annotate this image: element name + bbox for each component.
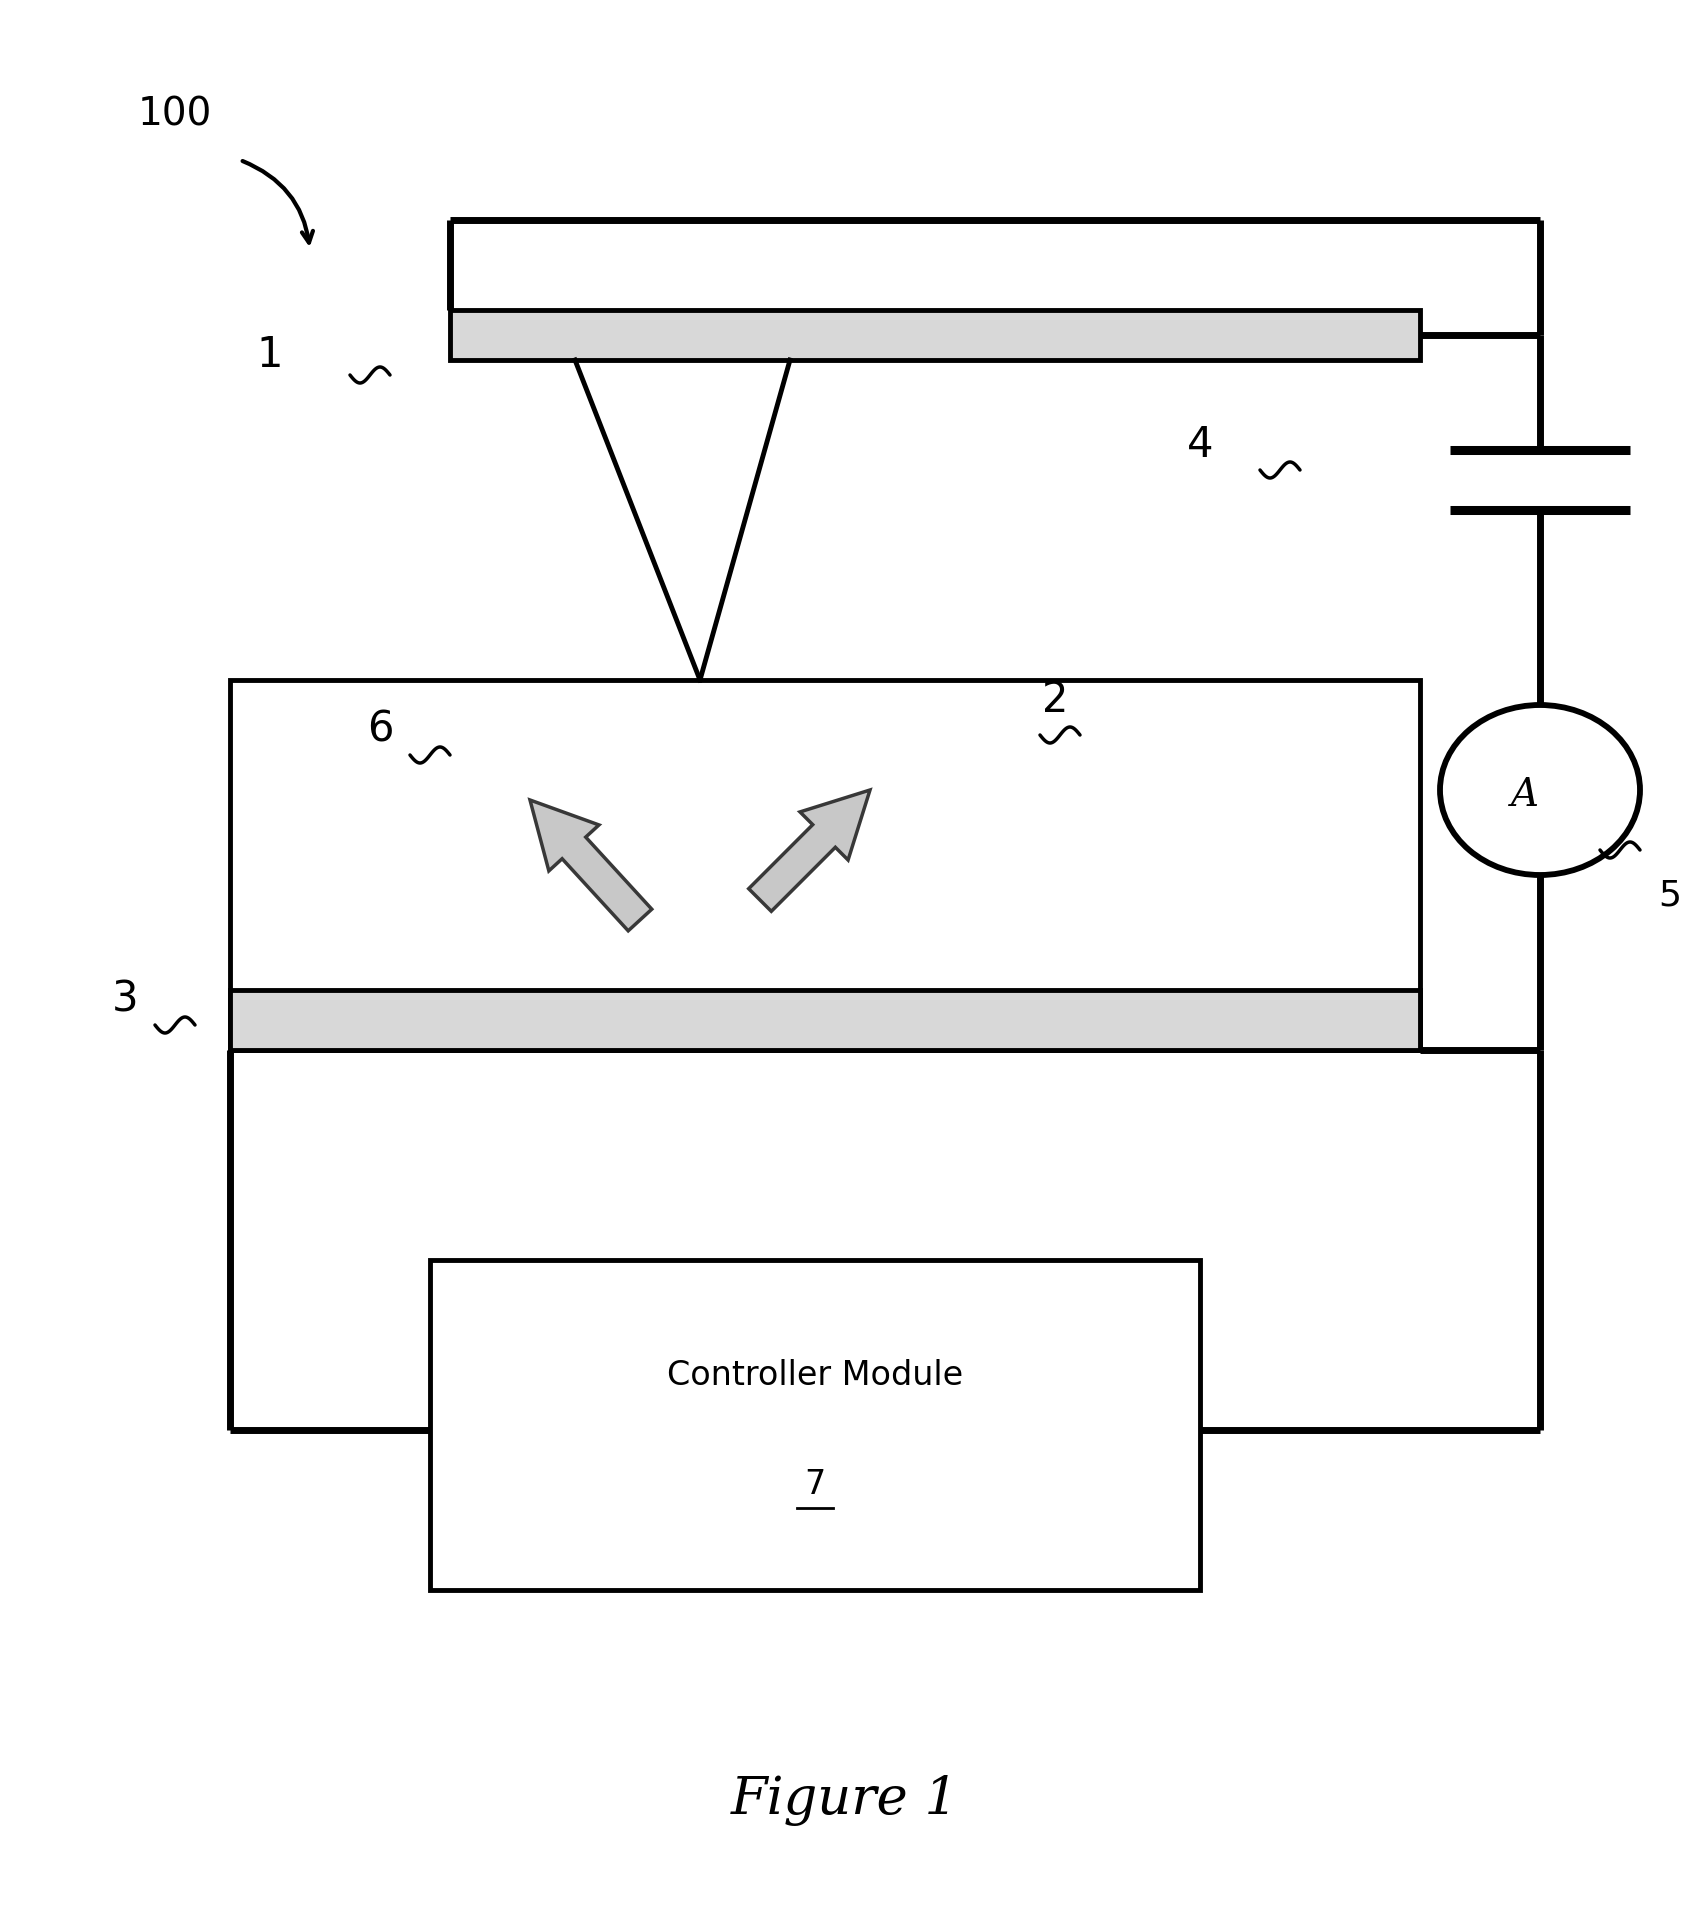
- FancyArrow shape: [748, 789, 870, 912]
- Text: 7: 7: [804, 1468, 826, 1501]
- Bar: [449, 311, 1419, 360]
- Text: 1: 1: [257, 334, 284, 376]
- Text: 5: 5: [1657, 877, 1681, 912]
- Text: 2: 2: [1040, 679, 1067, 721]
- Text: Controller Module: Controller Module: [667, 1360, 963, 1392]
- Text: A: A: [1510, 776, 1539, 814]
- Text: 100: 100: [138, 95, 213, 133]
- Bar: [230, 681, 1419, 1051]
- Bar: [230, 990, 1419, 1051]
- Text: 6: 6: [367, 709, 394, 751]
- Text: 4: 4: [1186, 423, 1213, 465]
- FancyArrow shape: [530, 801, 652, 931]
- Ellipse shape: [1439, 706, 1638, 875]
- Text: Figure 1: Figure 1: [731, 1775, 958, 1825]
- Bar: [429, 1261, 1199, 1590]
- Text: 3: 3: [111, 978, 138, 1020]
